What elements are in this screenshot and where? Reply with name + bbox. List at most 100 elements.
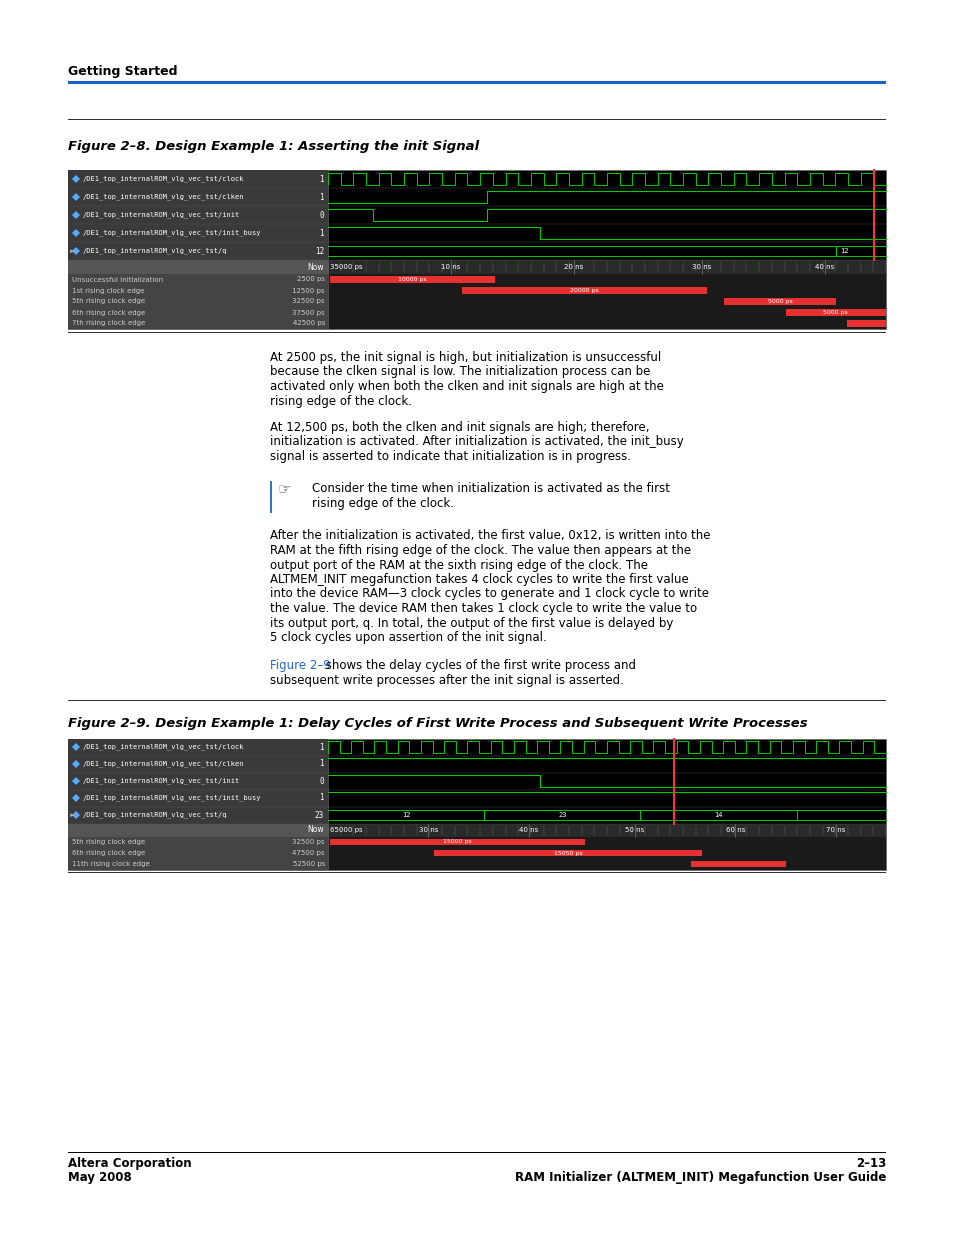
Text: 23: 23 — [558, 811, 566, 818]
Text: ►: ► — [70, 811, 75, 818]
Text: /DE1_top_internalROM_vlg_vec_tst/clken: /DE1_top_internalROM_vlg_vec_tst/clken — [83, 194, 244, 200]
Text: /DE1_top_internalROM_vlg_vec_tst/init: /DE1_top_internalROM_vlg_vec_tst/init — [83, 778, 240, 784]
Text: ALTMEM_INIT megafunction takes 4 clock cycles to write the first value: ALTMEM_INIT megafunction takes 4 clock c… — [270, 573, 688, 585]
Text: 0: 0 — [319, 777, 324, 785]
Text: RAM at the fifth rising edge of the clock. The value then appears at the: RAM at the fifth rising edge of the cloc… — [270, 543, 690, 557]
Text: 7th rising clock edge: 7th rising clock edge — [71, 321, 145, 326]
Text: 0: 0 — [319, 210, 324, 220]
Bar — [690, 861, 784, 867]
Text: 30 ns: 30 ns — [692, 264, 711, 270]
Text: 32500 ps: 32500 ps — [293, 839, 325, 845]
Text: into the device RAM—3 clock cycles to generate and 1 clock cycle to write: into the device RAM—3 clock cycles to ge… — [270, 588, 708, 600]
Text: the value. The device RAM then takes 1 clock cycle to write the value to: the value. The device RAM then takes 1 c… — [270, 601, 697, 615]
Polygon shape — [71, 811, 80, 819]
Bar — [846, 320, 885, 326]
Text: 12500 ps: 12500 ps — [293, 288, 325, 294]
Bar — [68, 824, 885, 836]
Text: 11th rising clock edge: 11th rising clock edge — [71, 861, 150, 867]
Text: subsequent write processes after the init signal is asserted.: subsequent write processes after the ini… — [270, 674, 623, 687]
Text: May 2008: May 2008 — [68, 1171, 132, 1184]
Text: 50 ns: 50 ns — [624, 827, 644, 832]
Text: Getting Started: Getting Started — [68, 65, 177, 78]
Bar — [68, 836, 328, 869]
Text: Now: Now — [307, 263, 324, 272]
Text: Figure 2–9. Design Example 1: Delay Cycles of First Write Process and Subsequent: Figure 2–9. Design Example 1: Delay Cycl… — [68, 716, 807, 730]
Polygon shape — [71, 247, 80, 254]
Text: 12: 12 — [401, 811, 410, 818]
Polygon shape — [71, 794, 80, 802]
Text: 10000 ps: 10000 ps — [397, 277, 426, 282]
Text: At 2500 ps, the init signal is high, but initialization is unsuccessful: At 2500 ps, the init signal is high, but… — [270, 351, 660, 364]
Text: 14: 14 — [714, 811, 722, 818]
Text: shows the delay cycles of the first write process and: shows the delay cycles of the first writ… — [322, 659, 636, 673]
Text: 42500 ps: 42500 ps — [293, 321, 325, 326]
Text: 40 ns: 40 ns — [518, 827, 537, 832]
Text: 2–13: 2–13 — [855, 1157, 885, 1170]
Polygon shape — [71, 760, 80, 768]
Text: 1: 1 — [319, 193, 324, 201]
Text: Consider the time when initialization is activated as the first: Consider the time when initialization is… — [312, 483, 669, 495]
Bar — [461, 288, 707, 294]
Text: 20000 ps: 20000 ps — [570, 288, 598, 293]
Text: 70 ns: 70 ns — [825, 827, 844, 832]
Polygon shape — [71, 777, 80, 785]
Bar — [68, 80, 885, 84]
Text: 40 ns: 40 ns — [814, 264, 833, 270]
Text: Unsuccessful Initialization: Unsuccessful Initialization — [71, 277, 163, 283]
Text: 5000 ps: 5000 ps — [822, 310, 847, 315]
Text: /DE1_top_internalROM_vlg_vec_tst/clken: /DE1_top_internalROM_vlg_vec_tst/clken — [83, 761, 244, 767]
Text: output port of the RAM at the sixth rising edge of the clock. The: output port of the RAM at the sixth risi… — [270, 558, 647, 572]
Bar — [68, 261, 885, 274]
Bar — [330, 839, 584, 845]
Text: 12: 12 — [314, 247, 324, 256]
Text: 5th rising clock edge: 5th rising clock edge — [71, 839, 145, 845]
Text: At 12,500 ps, both the clken and init signals are high; therefore,: At 12,500 ps, both the clken and init si… — [270, 421, 649, 433]
Text: 1: 1 — [319, 742, 324, 752]
Text: rising edge of the clock.: rising edge of the clock. — [312, 496, 454, 510]
Text: 20 ns: 20 ns — [563, 264, 582, 270]
Bar — [784, 310, 885, 315]
Text: /DE1_top_internalROM_vlg_vec_tst/clock: /DE1_top_internalROM_vlg_vec_tst/clock — [83, 175, 244, 183]
Text: 5th rising clock edge: 5th rising clock edge — [71, 299, 145, 305]
Bar — [68, 739, 328, 869]
Polygon shape — [71, 228, 80, 237]
Text: 1: 1 — [319, 228, 324, 237]
Text: 37500 ps: 37500 ps — [292, 310, 325, 315]
Text: its output port, q. In total, the output of the first value is delayed by: its output port, q. In total, the output… — [270, 616, 673, 630]
Text: /DE1_top_internalROM_vlg_vec_tst/q: /DE1_top_internalROM_vlg_vec_tst/q — [83, 248, 227, 254]
Text: 23: 23 — [314, 810, 324, 820]
Bar — [68, 836, 885, 869]
Text: 15000 ps: 15000 ps — [442, 840, 471, 845]
Text: 1: 1 — [319, 760, 324, 768]
Text: because the clken signal is low. The initialization process can be: because the clken signal is low. The ini… — [270, 366, 650, 378]
Bar — [68, 170, 328, 329]
Bar — [330, 277, 495, 283]
Text: /DE1_top_internalROM_vlg_vec_tst/init: /DE1_top_internalROM_vlg_vec_tst/init — [83, 211, 240, 219]
Text: initialization is activated. After initialization is activated, the init_busy: initialization is activated. After initi… — [270, 436, 683, 448]
Text: 10 ns: 10 ns — [440, 264, 460, 270]
Text: 5000 ps: 5000 ps — [767, 299, 792, 304]
Bar — [270, 480, 273, 513]
Text: After the initialization is activated, the first value, 0x12, is written into th: After the initialization is activated, t… — [270, 530, 710, 542]
Text: /DE1_top_internalROM_vlg_vec_tst/init_busy: /DE1_top_internalROM_vlg_vec_tst/init_bu… — [83, 230, 261, 236]
Text: 2500 ps: 2500 ps — [296, 277, 325, 283]
Polygon shape — [71, 193, 80, 201]
Text: rising edge of the clock.: rising edge of the clock. — [270, 394, 412, 408]
Bar — [723, 299, 835, 305]
Text: 6th rising clock edge: 6th rising clock edge — [71, 850, 145, 856]
Bar — [434, 850, 701, 856]
Text: Figure 2–8. Design Example 1: Asserting the init Signal: Figure 2–8. Design Example 1: Asserting … — [68, 140, 478, 153]
Text: 60 ns: 60 ns — [725, 827, 744, 832]
Text: 1: 1 — [319, 794, 324, 803]
Bar — [68, 824, 328, 836]
Text: 5 clock cycles upon assertion of the init signal.: 5 clock cycles upon assertion of the ini… — [270, 631, 546, 643]
Text: 15050 ps: 15050 ps — [553, 851, 581, 856]
Bar — [68, 261, 328, 274]
Polygon shape — [71, 175, 80, 183]
Text: /DE1_top_internalROM_vlg_vec_tst/clock: /DE1_top_internalROM_vlg_vec_tst/clock — [83, 743, 244, 751]
Text: ►: ► — [70, 248, 75, 254]
Text: RAM Initializer (ALTMEM_INIT) Megafunction User Guide: RAM Initializer (ALTMEM_INIT) Megafuncti… — [514, 1171, 885, 1184]
Text: 12: 12 — [839, 248, 847, 254]
Bar — [68, 274, 885, 329]
Text: 32500 ps: 32500 ps — [293, 299, 325, 305]
